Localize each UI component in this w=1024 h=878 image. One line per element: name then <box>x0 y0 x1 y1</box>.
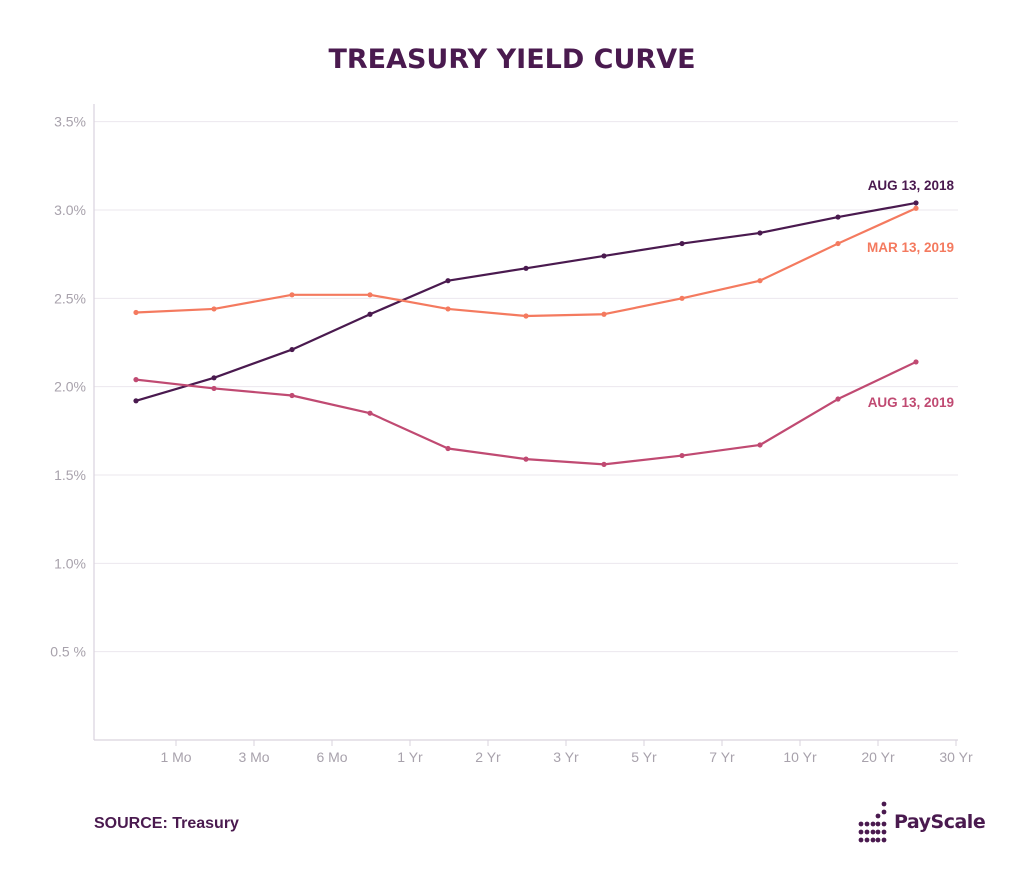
x-axis-ticks: 1 Mo 3 Mo 6 Mo 1 Yr 2 Yr 3 Yr 5 Yr 7 Yr 10 Yr 20 … <box>160 740 973 765</box>
data-point <box>445 445 451 452</box>
brand-logo: PayScale <box>858 800 986 844</box>
axes <box>93 104 958 741</box>
source-note: SOURCE: Treasury <box>94 815 239 832</box>
data-point <box>523 265 529 271</box>
data-point <box>835 396 841 402</box>
data-point <box>289 346 295 353</box>
data-point <box>835 240 841 247</box>
y-tick-label: 2.0% <box>54 379 86 395</box>
y-axis-ticks: 0.5 % 1.0% 1.5% 2.0% 2.5% 3.0% 3.5% <box>50 114 86 660</box>
series-lines <box>133 200 919 467</box>
y-tick-label: 3.5% <box>54 114 86 130</box>
data-point <box>445 306 451 312</box>
data-point <box>679 240 685 247</box>
data-point <box>523 456 529 462</box>
y-tick-label: 1.5% <box>54 467 86 483</box>
x-tick-label: 1 Yr <box>397 749 423 765</box>
data-point <box>211 375 217 381</box>
data-point <box>445 278 451 284</box>
series-label: AUG 13, 2019 <box>868 395 954 410</box>
data-point <box>133 377 139 383</box>
data-point <box>133 398 139 404</box>
data-point <box>835 214 841 220</box>
y-tick-label: 3.0% <box>54 202 86 218</box>
chart-title: TREASURY YIELD CURVE <box>328 44 696 75</box>
data-point <box>913 359 919 365</box>
x-tick-label: 2 Yr <box>475 749 501 765</box>
x-tick-label: 10 Yr <box>783 749 817 765</box>
data-point <box>757 278 763 284</box>
x-tick-label: 6 Mo <box>316 749 347 765</box>
y-tick-label: 2.5% <box>54 290 86 306</box>
data-point <box>367 292 373 298</box>
x-tick-label: 20 Yr <box>861 749 895 765</box>
series-labels: AUG 13, 2018 MAR 13, 2019 AUG 13, 2019 <box>867 178 955 410</box>
data-point <box>679 452 685 459</box>
y-tick-label: 1.0% <box>54 555 86 571</box>
data-point <box>289 392 295 399</box>
data-point <box>133 309 139 316</box>
x-tick-label: 3 Mo <box>238 749 269 765</box>
x-tick-label: 3 Yr <box>553 749 579 765</box>
gridlines <box>94 121 958 653</box>
x-tick-label: 30 Yr <box>939 749 973 765</box>
data-point <box>913 200 919 206</box>
data-point <box>913 205 919 211</box>
series-label: MAR 13, 2019 <box>867 240 954 255</box>
data-point <box>757 442 763 448</box>
data-point <box>367 311 373 317</box>
brand-name: PayScale <box>894 811 986 833</box>
data-point <box>289 292 295 298</box>
series-line <box>135 360 917 466</box>
data-point <box>757 230 763 236</box>
series-label: AUG 13, 2018 <box>868 178 955 193</box>
data-point <box>601 253 607 259</box>
data-point <box>601 311 607 317</box>
x-tick-label: 7 Yr <box>709 749 735 765</box>
data-point <box>601 461 607 467</box>
data-point <box>211 385 217 392</box>
dot-grid-logo-icon <box>858 801 887 843</box>
y-tick-label: 0.5 % <box>50 644 86 660</box>
data-point <box>367 410 373 416</box>
x-tick-label: 1 Mo <box>160 749 191 765</box>
data-point <box>523 313 529 319</box>
data-point <box>211 306 217 312</box>
x-tick-label: 5 Yr <box>631 749 657 765</box>
data-point <box>679 295 685 301</box>
